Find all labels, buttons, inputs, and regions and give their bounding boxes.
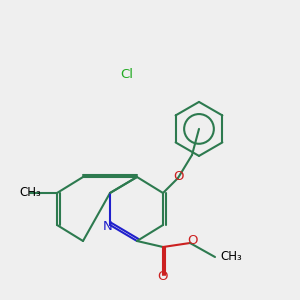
Text: CH₃: CH₃ — [19, 185, 41, 199]
Text: O: O — [158, 269, 168, 283]
Text: CH₃: CH₃ — [220, 250, 242, 263]
Text: N: N — [103, 220, 113, 232]
Text: O: O — [174, 170, 184, 184]
Text: O: O — [187, 235, 197, 248]
Text: Cl: Cl — [121, 68, 134, 80]
